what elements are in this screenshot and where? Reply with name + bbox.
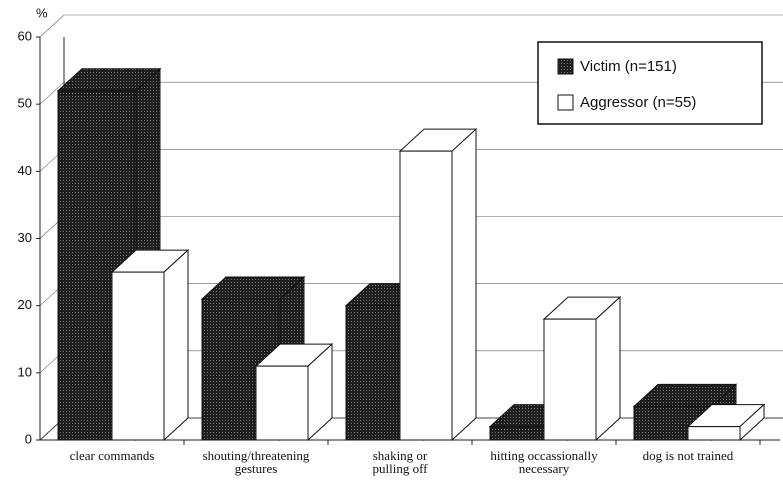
- legend-swatch: [557, 58, 574, 75]
- x-tick-label: hitting occassionally necessary: [490, 448, 598, 476]
- x-tick-label: shaking or pulling off: [372, 448, 428, 476]
- legend-label: Aggressor (n=55): [580, 94, 696, 111]
- bar: [398, 128, 478, 442]
- bar-face: [163, 248, 189, 442]
- legend-label: Victim (n=151): [580, 58, 677, 75]
- bar: [542, 295, 622, 442]
- x-tick-label: shouting/threatening gestures: [203, 448, 310, 476]
- y-tick-label: 10: [18, 364, 32, 379]
- legend-box: [537, 41, 763, 125]
- bar: [686, 403, 766, 442]
- bar: [110, 248, 190, 442]
- y-tick-label: 0: [25, 431, 32, 446]
- bar-face: [111, 271, 165, 441]
- grid-line: [39, 81, 65, 105]
- bar-face: [451, 128, 477, 442]
- y-tick-label: 30: [18, 230, 32, 245]
- y-tick-label: 50: [18, 96, 32, 111]
- grid-line: [39, 14, 65, 38]
- bar-face: [595, 295, 621, 442]
- y-tick-label: 40: [18, 163, 32, 178]
- bar: [254, 342, 334, 442]
- bar-face: [399, 150, 453, 441]
- y-tick-label: 20: [18, 297, 32, 312]
- x-tick-label: dog is not trained: [643, 448, 734, 463]
- bar-face: [255, 365, 309, 441]
- x-tick-label: clear commands: [70, 448, 155, 463]
- y-axis-label: %: [36, 5, 48, 20]
- legend-swatch: [557, 94, 574, 111]
- bar-face: [543, 318, 597, 441]
- y-tick-label: 60: [18, 28, 32, 43]
- bar-face: [687, 426, 741, 441]
